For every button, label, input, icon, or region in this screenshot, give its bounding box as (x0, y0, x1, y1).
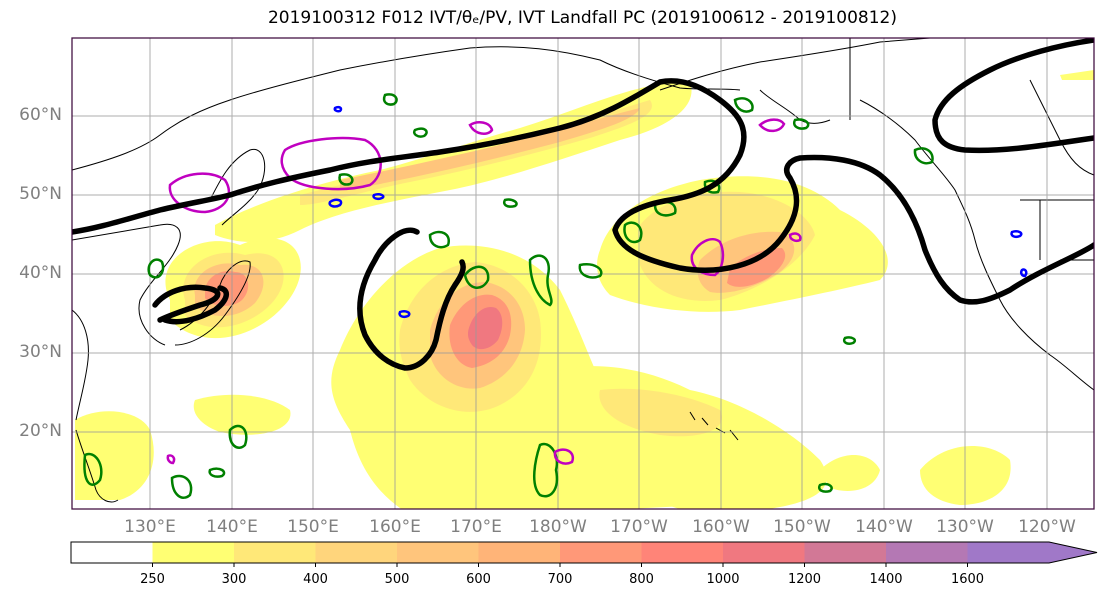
lat-label: 20°N (19, 421, 62, 441)
ivt-shading (75, 70, 1094, 509)
lon-label: 170°E (450, 517, 502, 537)
colorbar-tick-label: 1600 (950, 572, 985, 587)
colorbar-outline (70, 541, 1098, 564)
lat-label: 60°N (19, 105, 62, 125)
colorbar-segment (234, 542, 316, 563)
colorbar-segment (478, 542, 561, 563)
lon-label: 150°W (773, 517, 831, 537)
lon-label: 130°E (124, 517, 176, 537)
colorbar-segment (723, 542, 805, 563)
colorbar-segment (560, 542, 642, 563)
lon-label: 140°W (855, 517, 913, 537)
lon-label: 160°W (692, 517, 750, 537)
colorbar (70, 541, 1098, 567)
colorbar-tick-label: 800 (629, 572, 654, 587)
colorbar-tick-label: 1200 (787, 572, 822, 587)
colorbar-segment (397, 542, 479, 563)
lat-label: 50°N (19, 184, 62, 204)
lon-label: 150°E (287, 517, 339, 537)
colorbar-tick-label: 400 (303, 572, 328, 587)
colorbar-tick-label: 300 (221, 572, 247, 587)
colorbar-segment (315, 542, 398, 563)
lon-label: 140°E (206, 517, 258, 537)
lat-label: 30°N (19, 342, 62, 362)
colorbar-segment (804, 542, 887, 563)
colorbar-tick-label: 600 (466, 572, 491, 587)
theta-e-contours (72, 38, 1094, 371)
colorbar-extend-segment (967, 542, 1097, 563)
lon-label: 130°W (936, 517, 994, 537)
lat-label: 40°N (19, 263, 62, 283)
colorbar-segment (152, 542, 235, 563)
colorbar-tick-label: 1400 (869, 572, 903, 587)
map-title: 2019100312 F012 IVT/θₑ/PV, IVT Landfall … (267, 8, 898, 28)
lon-label: 120°W (1018, 517, 1076, 537)
colorbar-segment (641, 542, 724, 563)
colorbar-tick-label: 700 (547, 572, 573, 587)
colorbar-tick-label: 1000 (706, 572, 740, 587)
colorbar-tick-label: 250 (140, 572, 165, 587)
lon-label: 180°W (529, 517, 587, 537)
coastlines (72, 38, 1094, 503)
pv-negative-contours (328, 105, 1028, 319)
lon-label: 170°W (610, 517, 668, 537)
pv-positive-contours (83, 93, 934, 499)
colorbar-segment (71, 542, 153, 563)
lon-label: 160°E (369, 517, 421, 537)
colorbar-tick-label: 500 (384, 572, 410, 587)
colorbar-segment (886, 542, 968, 563)
